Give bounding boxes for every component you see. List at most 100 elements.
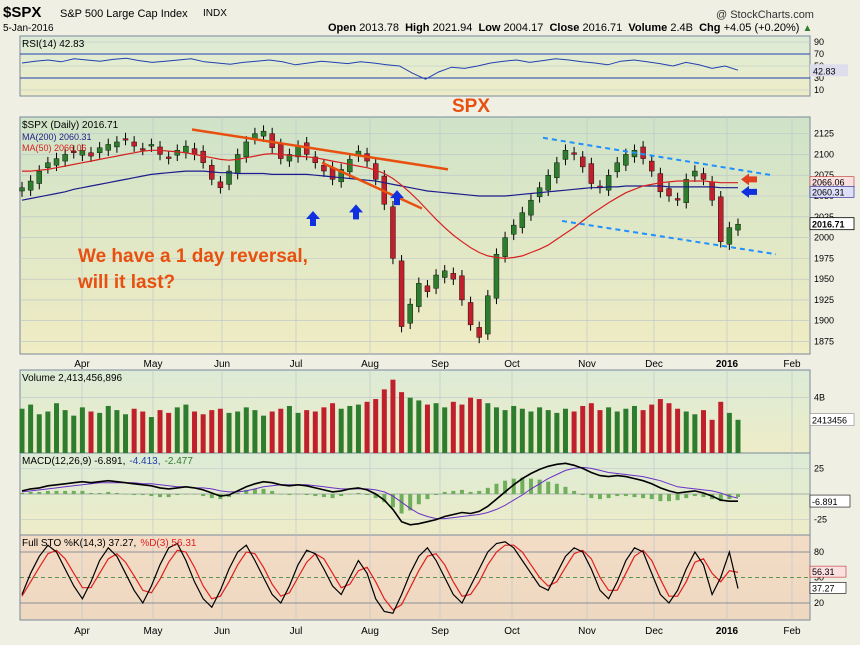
- close-badge: [809, 217, 855, 231]
- candle-body: [243, 141, 249, 158]
- macd-histogram-bar: [408, 494, 413, 511]
- price-tick-label: 2075: [814, 170, 834, 180]
- volume-bar: [459, 404, 465, 453]
- volume-bar: [355, 404, 361, 453]
- volume-bar: [416, 400, 422, 453]
- volume-bar: [192, 411, 198, 453]
- macd-histogram-bar: [71, 490, 76, 494]
- macd-histogram-bar: [28, 491, 33, 494]
- volume-bar: [700, 410, 706, 453]
- candle-body: [674, 198, 681, 201]
- candle-body: [295, 145, 301, 158]
- macd-histogram-bar: [563, 486, 568, 494]
- macd-histogram-bar: [537, 479, 542, 494]
- candle-body: [459, 275, 465, 301]
- volume-bar: [502, 410, 508, 453]
- macd-histogram-bar: [520, 477, 525, 494]
- volume-bar: [105, 405, 111, 453]
- volume-bar: [45, 411, 51, 453]
- candle-body: [562, 150, 569, 160]
- macd-tick-label: -25: [814, 515, 827, 525]
- sto-d-legend: %D(3) 56.31: [140, 538, 197, 549]
- volume-title: Volume 2,413,456,896: [22, 373, 123, 384]
- volume-bar: [321, 407, 327, 453]
- volume-bar: [157, 410, 163, 453]
- candle-body: [735, 224, 741, 231]
- volume-bar: [735, 419, 741, 453]
- sto-x-tick-label: Feb: [783, 626, 801, 637]
- price-tick-label: 1900: [814, 316, 834, 326]
- rsi-tick-label: 30: [814, 73, 824, 83]
- macd-histogram-bar: [632, 494, 637, 498]
- volume-bar: [330, 403, 336, 453]
- blue-up-arrow-icon: [349, 204, 363, 220]
- volume-bar: [243, 407, 249, 453]
- macd-histogram-bar: [140, 494, 145, 496]
- sto-x-tick-label: Dec: [645, 626, 663, 637]
- high-value: 2021.94: [432, 22, 473, 34]
- exchange-label: INDX: [203, 8, 227, 19]
- volume-bar: [537, 407, 543, 453]
- candle-body: [217, 181, 224, 188]
- candle-body: [433, 274, 439, 289]
- low-value: 2004.17: [503, 22, 544, 34]
- candle-body: [545, 175, 551, 191]
- macd-histogram-bar: [192, 494, 197, 495]
- low-label: Low: [478, 22, 501, 34]
- volume-bar: [399, 392, 405, 453]
- sto-tick-label: 50: [814, 573, 824, 583]
- candle-body: [407, 303, 413, 324]
- macd-histogram-bar: [459, 489, 464, 494]
- volume-bar: [623, 408, 629, 453]
- macd-histogram-bar: [37, 491, 42, 494]
- candle-body: [45, 162, 51, 168]
- macd-histogram-bar: [666, 494, 671, 502]
- price-x-tick-label: Aug: [361, 359, 379, 370]
- macd-histogram-bar: [149, 494, 154, 497]
- ma200-line: [21, 170, 738, 201]
- volume-bar: [683, 411, 689, 453]
- rsi-tick-label: 10: [814, 85, 824, 95]
- volume-bar: [373, 399, 379, 453]
- sto-x-tick-label: Jul: [290, 626, 303, 637]
- candle-body: [614, 162, 620, 173]
- macd-histogram-bar: [330, 494, 335, 499]
- volume-bar: [347, 405, 353, 453]
- price-x-tick-label: Jun: [214, 359, 230, 370]
- left-arrow-icon: [741, 173, 757, 186]
- sto-x-tick-label: May: [144, 626, 163, 637]
- source-label: @ StockCharts.com: [716, 9, 814, 21]
- macd-histogram-bar: [54, 490, 59, 494]
- index-name: S&P 500 Large Cap Index: [60, 8, 188, 20]
- macd-histogram-bar: [528, 478, 533, 494]
- price-x-tick-label: Oct: [504, 359, 520, 370]
- sto-d-line: [21, 544, 739, 611]
- volume-value: 2.4B: [670, 22, 693, 34]
- volume-bar: [493, 407, 499, 453]
- macd-title: MACD(12,26,9) -6.891, -4.413, -2.477: [22, 456, 193, 467]
- macd-histogram-bar: [201, 494, 206, 497]
- candle-body: [19, 187, 25, 192]
- candle-body: [493, 254, 500, 299]
- macd-histogram-bar: [572, 490, 577, 494]
- volume-bar: [140, 411, 146, 453]
- volume-bar: [571, 411, 577, 453]
- macd-histogram-bar: [701, 494, 706, 498]
- date-label: 5-Jan-2016: [3, 23, 54, 34]
- macd-last-value: -6.891: [812, 497, 838, 507]
- macd-histogram-bar: [692, 494, 697, 497]
- macd-histogram-bar: [451, 490, 456, 494]
- macd-histogram-bar: [235, 492, 240, 494]
- price-tick-label: 1950: [814, 274, 834, 284]
- sto-k-line: [21, 541, 739, 614]
- macd-histogram-bar: [373, 494, 378, 499]
- candle-body: [588, 163, 595, 184]
- volume-bar: [657, 399, 663, 453]
- macd-histogram-bar: [580, 494, 585, 496]
- volume-bar: [666, 403, 672, 453]
- candle-body: [441, 270, 448, 278]
- candle-body: [114, 141, 120, 148]
- candle-body: [148, 144, 155, 147]
